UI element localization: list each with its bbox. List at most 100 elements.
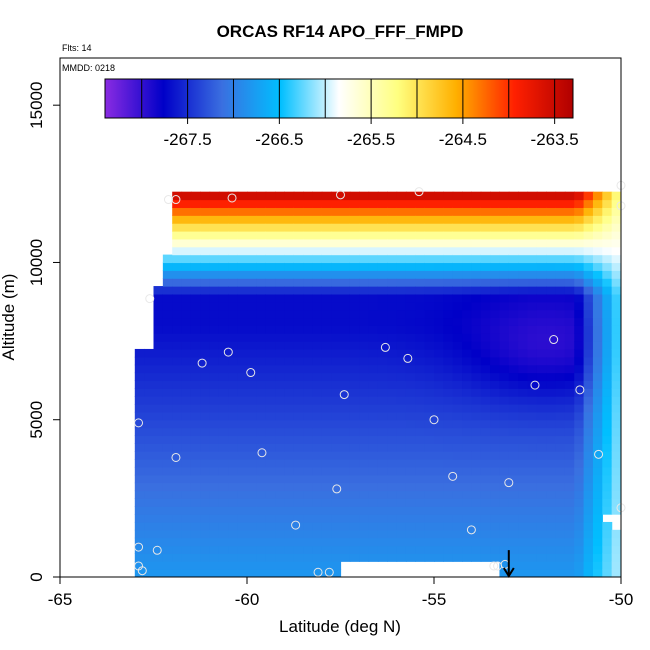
heatmap-cell bbox=[218, 341, 229, 350]
heatmap-cell bbox=[377, 388, 388, 397]
heatmap-cell bbox=[499, 411, 510, 421]
heatmap-cell bbox=[181, 404, 192, 413]
heatmap-cell bbox=[574, 223, 585, 232]
heatmap-cell bbox=[321, 262, 332, 271]
heatmap-cell bbox=[583, 569, 594, 577]
heatmap-cell bbox=[340, 451, 351, 460]
heatmap-cell bbox=[546, 514, 557, 523]
heatmap-cell bbox=[518, 569, 529, 577]
heatmap-cell bbox=[293, 262, 304, 271]
heatmap-cell bbox=[181, 474, 192, 484]
heatmap-cell bbox=[209, 191, 220, 201]
heatmap-cell bbox=[415, 466, 426, 476]
heatmap-cell bbox=[368, 498, 379, 507]
heatmap-cell bbox=[134, 545, 145, 555]
flight-point bbox=[429, 415, 439, 425]
heatmap-cell bbox=[303, 286, 314, 295]
heatmap-cell bbox=[359, 286, 370, 295]
heatmap-cell bbox=[387, 278, 398, 287]
heatmap-cell bbox=[574, 521, 585, 531]
heatmap-cell bbox=[209, 388, 220, 397]
heatmap-cell bbox=[190, 199, 201, 209]
heatmap-cell bbox=[434, 246, 444, 256]
heatmap-cell bbox=[405, 278, 416, 287]
heatmap-cell bbox=[564, 207, 575, 216]
heatmap-cell bbox=[471, 388, 482, 397]
heatmap-cell bbox=[518, 396, 529, 405]
heatmap-cell bbox=[518, 262, 529, 271]
heatmap-cell bbox=[312, 207, 323, 216]
heatmap-cell bbox=[471, 262, 482, 271]
heatmap-cell bbox=[200, 537, 211, 547]
heatmap-cell bbox=[172, 207, 183, 216]
heatmap-cell bbox=[546, 215, 557, 224]
heatmap-cell bbox=[508, 215, 519, 224]
heatmap-cell bbox=[340, 293, 351, 303]
heatmap-cell bbox=[443, 301, 454, 311]
heatmap-cell bbox=[527, 553, 538, 562]
heatmap-cell bbox=[602, 553, 613, 562]
flight-point bbox=[134, 542, 144, 552]
heatmap-cell bbox=[256, 309, 267, 319]
heatmap-cell bbox=[256, 380, 267, 389]
heatmap-cell bbox=[452, 529, 463, 539]
heatmap-cell bbox=[265, 348, 276, 358]
heatmap-cell bbox=[424, 270, 435, 279]
heatmap-cell bbox=[144, 419, 155, 429]
heatmap-cell bbox=[490, 466, 501, 476]
heatmap-cell bbox=[592, 529, 603, 539]
heatmap-cell bbox=[377, 199, 388, 209]
heatmap-cell bbox=[396, 231, 407, 240]
heatmap-cell bbox=[303, 435, 314, 444]
heatmap-cell bbox=[331, 301, 342, 311]
heatmap-cell bbox=[293, 238, 304, 248]
heatmap-cell bbox=[564, 380, 575, 389]
heatmap-cell bbox=[405, 348, 416, 358]
heatmap-cell bbox=[144, 388, 155, 397]
heatmap-cell bbox=[602, 451, 613, 460]
heatmap-cell bbox=[200, 451, 211, 460]
heatmap-cell bbox=[144, 451, 155, 460]
heatmap-cell bbox=[424, 325, 435, 334]
heatmap-cell bbox=[284, 262, 295, 271]
heatmap-cell bbox=[228, 301, 239, 311]
heatmap-cell bbox=[424, 199, 435, 209]
heatmap-cell bbox=[536, 553, 547, 562]
heatmap-cell bbox=[172, 545, 183, 555]
heatmap-cell bbox=[293, 215, 304, 224]
heatmap-cell bbox=[555, 270, 566, 279]
heatmap-cell bbox=[583, 270, 594, 279]
heatmap-cell bbox=[321, 474, 332, 484]
heatmap-cell bbox=[555, 396, 566, 405]
flight-point bbox=[575, 385, 585, 395]
heatmap-cell bbox=[564, 356, 575, 366]
heatmap-cell bbox=[574, 388, 585, 397]
heatmap-cell bbox=[546, 207, 557, 216]
heatmap-cell bbox=[181, 348, 192, 358]
heatmap-cell bbox=[527, 545, 538, 555]
heatmap-cell bbox=[162, 419, 173, 429]
heatmap-cell bbox=[134, 537, 145, 547]
heatmap-cell bbox=[331, 254, 342, 264]
heatmap-cell bbox=[172, 569, 183, 577]
heatmap-cell bbox=[247, 569, 257, 577]
heatmap-cell bbox=[415, 419, 426, 429]
heatmap-cell bbox=[452, 521, 463, 531]
heatmap-cell bbox=[377, 419, 388, 429]
heatmap-cell bbox=[443, 435, 454, 444]
heatmap-cell bbox=[452, 427, 463, 437]
heatmap-cell bbox=[303, 388, 314, 397]
heatmap-cell bbox=[602, 569, 613, 577]
heatmap-cell bbox=[387, 325, 398, 334]
heatmap-cell bbox=[611, 388, 621, 397]
heatmap-cell bbox=[162, 404, 173, 413]
heatmap-cell bbox=[415, 254, 426, 264]
heatmap-cell bbox=[153, 553, 164, 562]
heatmap-cell bbox=[172, 506, 183, 515]
heatmap-cell bbox=[536, 223, 547, 232]
heatmap-cell bbox=[602, 238, 613, 248]
heatmap-cell bbox=[228, 286, 239, 295]
heatmap-cell bbox=[359, 309, 370, 319]
heatmap-cell bbox=[536, 561, 547, 570]
heatmap-cell bbox=[303, 498, 314, 507]
